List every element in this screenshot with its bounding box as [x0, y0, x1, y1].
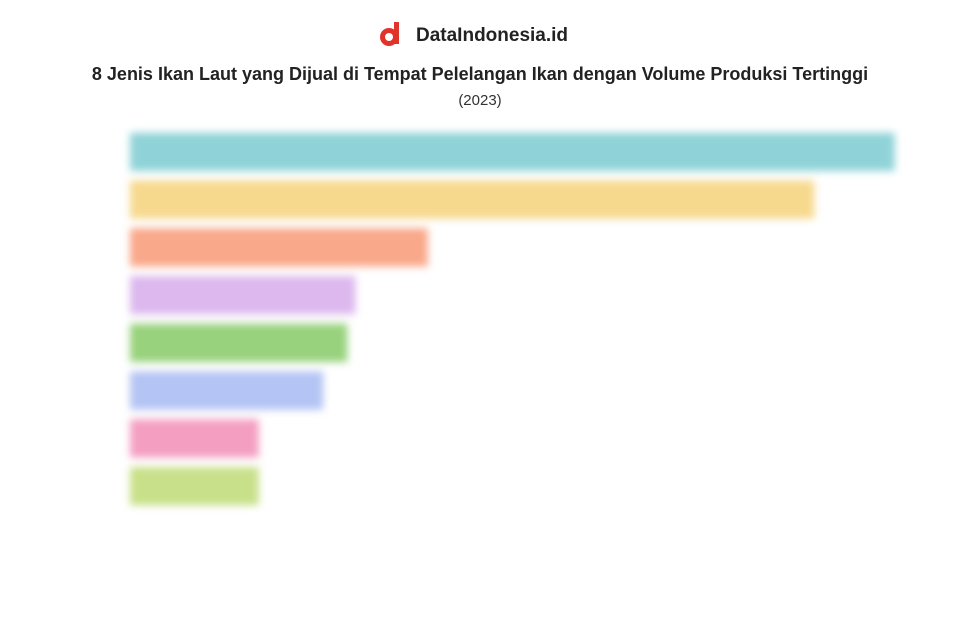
- chart-title: 8 Jenis Ikan Laut yang Dijual di Tempat …: [92, 64, 868, 84]
- bar: [130, 228, 428, 267]
- bar: [130, 276, 356, 315]
- bar: [130, 132, 895, 171]
- bar: [130, 323, 348, 362]
- plot-area: [130, 132, 895, 506]
- brand-logo: [380, 22, 399, 46]
- brand-name: DataIndonesia.id: [416, 25, 568, 46]
- bar: [130, 419, 259, 458]
- bar: [130, 467, 259, 506]
- bar: [130, 180, 815, 219]
- chart-subtitle: (2023): [458, 92, 501, 109]
- bar: [130, 371, 324, 410]
